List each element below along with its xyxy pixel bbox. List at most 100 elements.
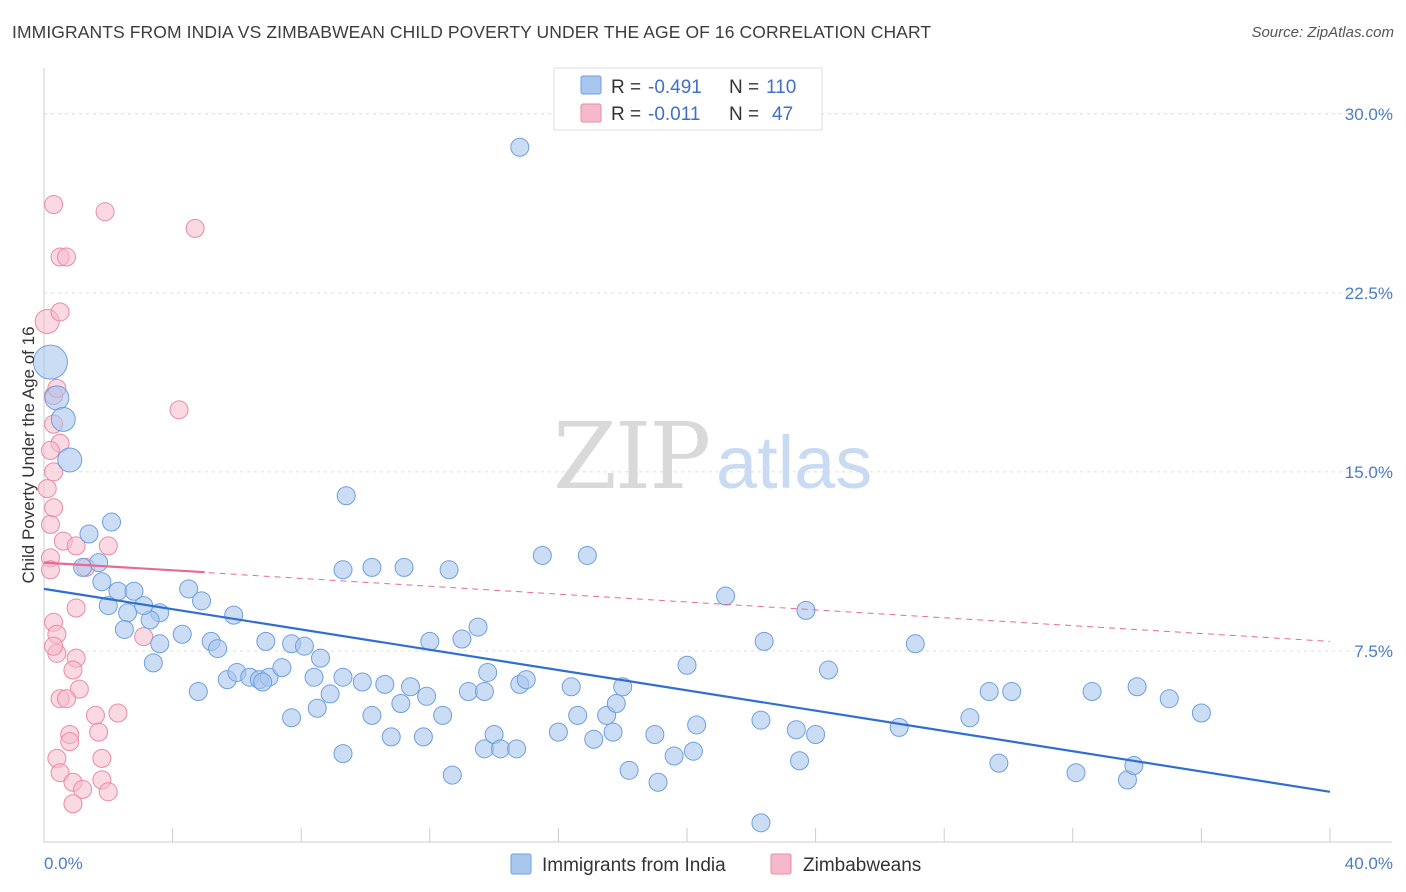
y-tick-label: 15.0% [1345,463,1393,482]
india-point [50,406,76,432]
india-point [1066,763,1086,783]
legend-r-label-2: R = [611,104,641,125]
zimbabweans-point [63,794,83,814]
india-point [57,447,83,473]
india-point [172,624,192,644]
india-point [44,385,70,411]
india-point [754,631,774,651]
india-point [716,586,736,606]
zimbabweans-trend-line-extended [43,562,1331,642]
legend-n-label-1: N = [729,77,759,98]
india-point [362,557,382,577]
x-tick-labels: 0.0% 40.0% [44,854,1393,873]
india-point [307,698,327,718]
zimbabweans-point [66,598,86,618]
india-point [294,636,314,656]
india-point [73,557,93,577]
zimbabweans-point [89,722,109,742]
india-point [442,765,462,785]
india-point [532,545,552,565]
india-point [32,344,68,380]
zimbabweans-point [66,536,86,556]
india-point [606,693,626,713]
india-point [417,686,437,706]
india-point [790,751,810,771]
india-point [510,137,530,157]
india-point [413,727,433,747]
india-point [648,772,668,792]
zimbabweans-point [85,705,105,725]
india-point [889,717,909,737]
india-point [687,715,707,735]
india-point [98,596,118,616]
legend-r-value-2: -0.011 [648,104,700,125]
india-point [102,512,122,532]
india-point [561,677,581,697]
india-point [208,639,228,659]
zimbabweans-point [98,536,118,556]
india-point [401,677,421,697]
zimbabweans-point [69,679,89,699]
india-point [478,662,498,682]
zimbabweans-point [169,400,189,420]
india-point [124,581,144,601]
y-tick-label: 7.5% [1354,642,1393,661]
india-point [960,708,980,728]
zimbabweans-point [134,627,154,647]
legend-r-value-1: -0.491 [648,77,702,98]
watermark-atlas: atlas [716,421,872,504]
india-point [548,722,568,742]
india-point [1159,689,1179,709]
bottom-legend-swatch-india [510,853,532,875]
zimbabweans-point [40,514,60,534]
india-point [304,667,324,687]
india-point [79,524,99,544]
zimbabweans-point [73,779,93,799]
india-point [362,705,382,725]
zimbabweans-point [95,202,115,222]
india-point [507,739,527,759]
india-point [282,708,302,728]
india-point [979,682,999,702]
zimbabweans-point [98,782,118,802]
india-point [1127,677,1147,697]
india-point [1191,703,1211,723]
zimbabweans-point [50,763,70,783]
zimbabweans-point [185,218,205,238]
india-point [188,682,208,702]
india-point [179,579,199,599]
india-point [516,670,536,690]
zimbabweans-point [60,732,80,752]
india-point [603,722,623,742]
india-point [143,653,163,673]
india-point [786,720,806,740]
zimbabweans-point [40,560,60,580]
legend-n-value-2: 47 [772,104,793,125]
india-point [320,684,340,704]
zimbabweans-point [108,703,128,723]
india-point [433,705,453,725]
legend-swatch-india [580,75,602,95]
india-point [664,746,684,766]
zimbabweans-point [63,660,83,680]
x-tick-label-max: 40.0% [1345,854,1393,873]
zimbabweans-point [50,302,70,322]
zimbabweans-point [44,462,64,482]
watermark: ZIP atlas [553,403,872,510]
india-point [150,634,170,654]
india-point [458,682,478,702]
india-point [310,648,330,668]
india-point [683,741,703,761]
chart-title: IMMIGRANTS FROM INDIA VS ZIMBABWEAN CHIL… [12,22,932,42]
y-tick-label: 22.5% [1345,284,1393,303]
india-point [439,560,459,580]
zimbabweans-trend-line [43,561,205,574]
bottom-legend-label-india: Immigrants from India [542,855,726,876]
india-point [568,705,588,725]
india-point [1002,682,1022,702]
x-tick-label-min: 0.0% [44,854,83,873]
india-point [584,729,604,749]
india-trend-line [43,587,1331,793]
y-axis-label: Child Poverty Under the Age of 16 [19,326,38,583]
